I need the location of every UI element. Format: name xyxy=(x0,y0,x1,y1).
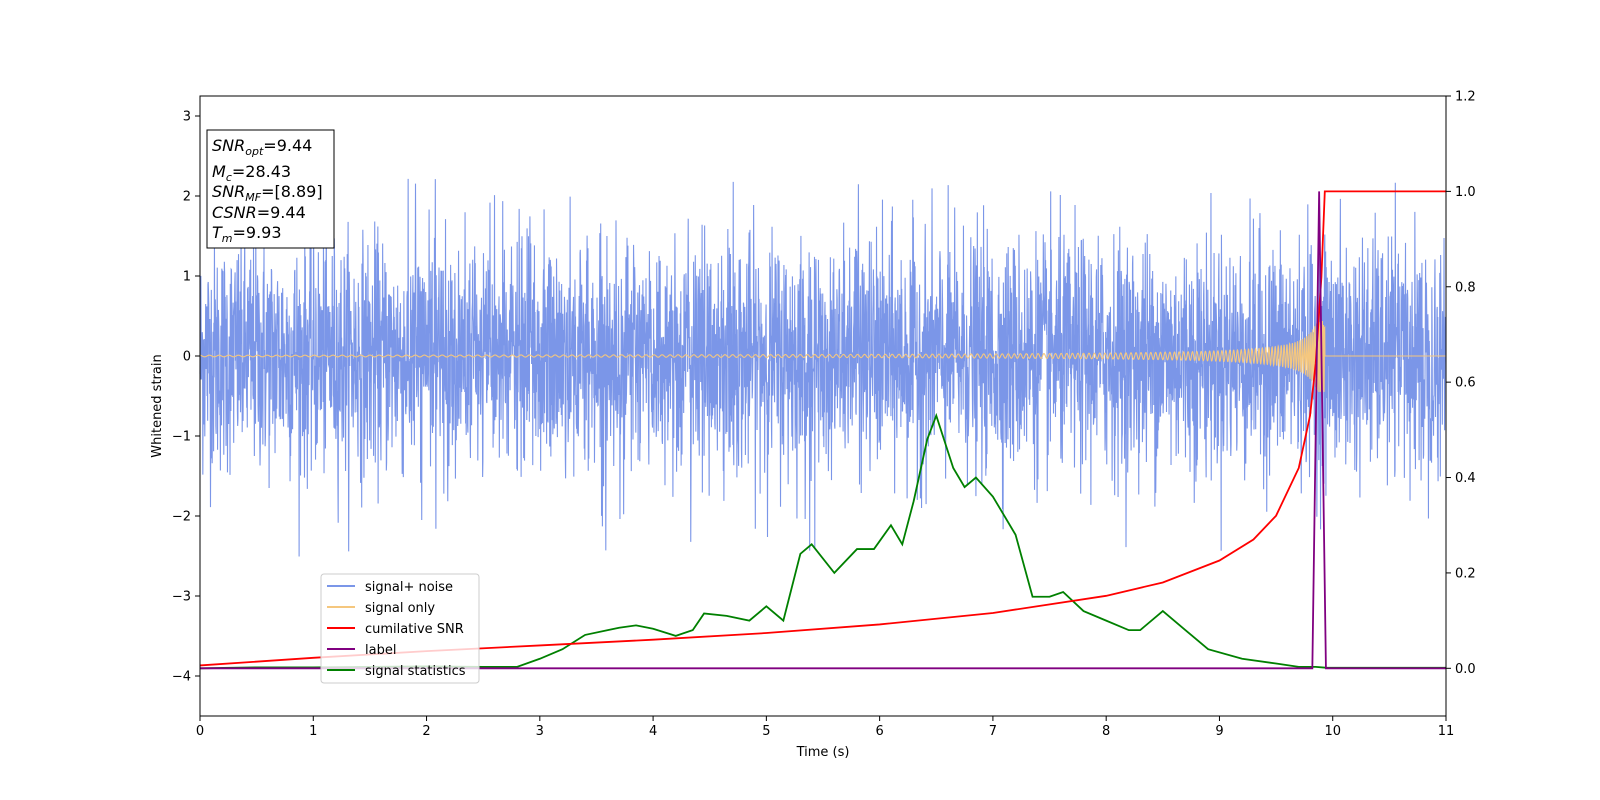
plot-frame xyxy=(199,95,1447,717)
y-tick-label: −1 xyxy=(172,430,191,445)
legend-label: cumilative SNR xyxy=(365,622,464,637)
y2-tick-label: 0.4 xyxy=(1455,471,1476,486)
annotation-line: SNRMF=[8.89] xyxy=(212,182,323,204)
y-tick-label: 1 xyxy=(183,270,191,285)
signal-only-line xyxy=(199,320,1446,393)
signal-only-series xyxy=(199,320,1446,393)
signal-noise-series xyxy=(199,178,1447,557)
annotation-line: CSNR=9.44 xyxy=(212,203,306,222)
x-axis-label: Time (s) xyxy=(796,745,850,760)
y-tick-label: −3 xyxy=(172,590,191,605)
y2-tick-label: 0.2 xyxy=(1455,566,1476,581)
legend-label: signal+ noise xyxy=(365,580,453,595)
x-tick-label: 5 xyxy=(762,724,770,739)
y-tick-label: −4 xyxy=(172,670,191,685)
y-axis-right: 0.0 0.2 0.4 0.6 0.8 1.0 1.2 xyxy=(1446,90,1476,677)
label-line xyxy=(200,191,1446,670)
annotation-frame xyxy=(206,129,335,249)
y-tick-label: 0 xyxy=(183,350,191,365)
signal-statistics-line xyxy=(199,412,1446,670)
x-tick-label: 10 xyxy=(1324,724,1341,739)
y-tick-label: −2 xyxy=(172,510,191,525)
annotation-box: SNRopt=9.44 Mc=28.43SNRMF=[8.89]CSNR=9.44… xyxy=(206,129,335,249)
y-axis-label: Whitened strain xyxy=(150,354,165,457)
x-tick-label: 1 xyxy=(309,724,317,739)
cumilative-snr-line xyxy=(199,190,1446,667)
signal-noise-line xyxy=(199,178,1447,557)
y2-tick-label: 0.8 xyxy=(1455,280,1476,295)
y2-tick-label: 0.6 xyxy=(1455,376,1476,391)
y2-tick-label: 1.0 xyxy=(1455,185,1476,200)
legend-label: signal only xyxy=(365,601,435,616)
y-tick-label: 2 xyxy=(183,190,191,205)
x-tick-label: 9 xyxy=(1215,724,1223,739)
legend-label: label xyxy=(365,643,396,658)
x-tick-label: 6 xyxy=(875,724,883,739)
y-tick-label: 3 xyxy=(183,110,191,125)
y2-tick-label: 0.0 xyxy=(1455,662,1476,677)
x-tick-label: 8 xyxy=(1102,724,1110,739)
x-tick-label: 7 xyxy=(989,724,997,739)
legend: signal+ noise signal only cumilative SNR la… xyxy=(320,573,480,684)
annotation-line: SNRopt=9.44 xyxy=(212,136,312,158)
legend-label: signal statistics xyxy=(365,664,466,679)
y2-tick-label: 1.2 xyxy=(1455,90,1476,105)
annotation-line: Mc=28.43 xyxy=(212,162,291,184)
y-axis-left: −4 −3 −2 −1 0 1 2 3 xyxy=(172,110,200,685)
right-axis-series xyxy=(199,190,1446,670)
x-axis: 0 1 2 3 4 5 6 7 8 9 10 11 xyxy=(196,716,1454,739)
plot-area xyxy=(199,178,1447,670)
x-tick-label: 11 xyxy=(1438,724,1455,739)
legend-frame xyxy=(320,573,480,684)
x-tick-label: 0 xyxy=(196,724,204,739)
x-tick-label: 2 xyxy=(422,724,430,739)
x-tick-label: 4 xyxy=(649,724,657,739)
x-tick-label: 3 xyxy=(536,724,544,739)
annotation-line: Tm=9.93 xyxy=(212,223,282,245)
